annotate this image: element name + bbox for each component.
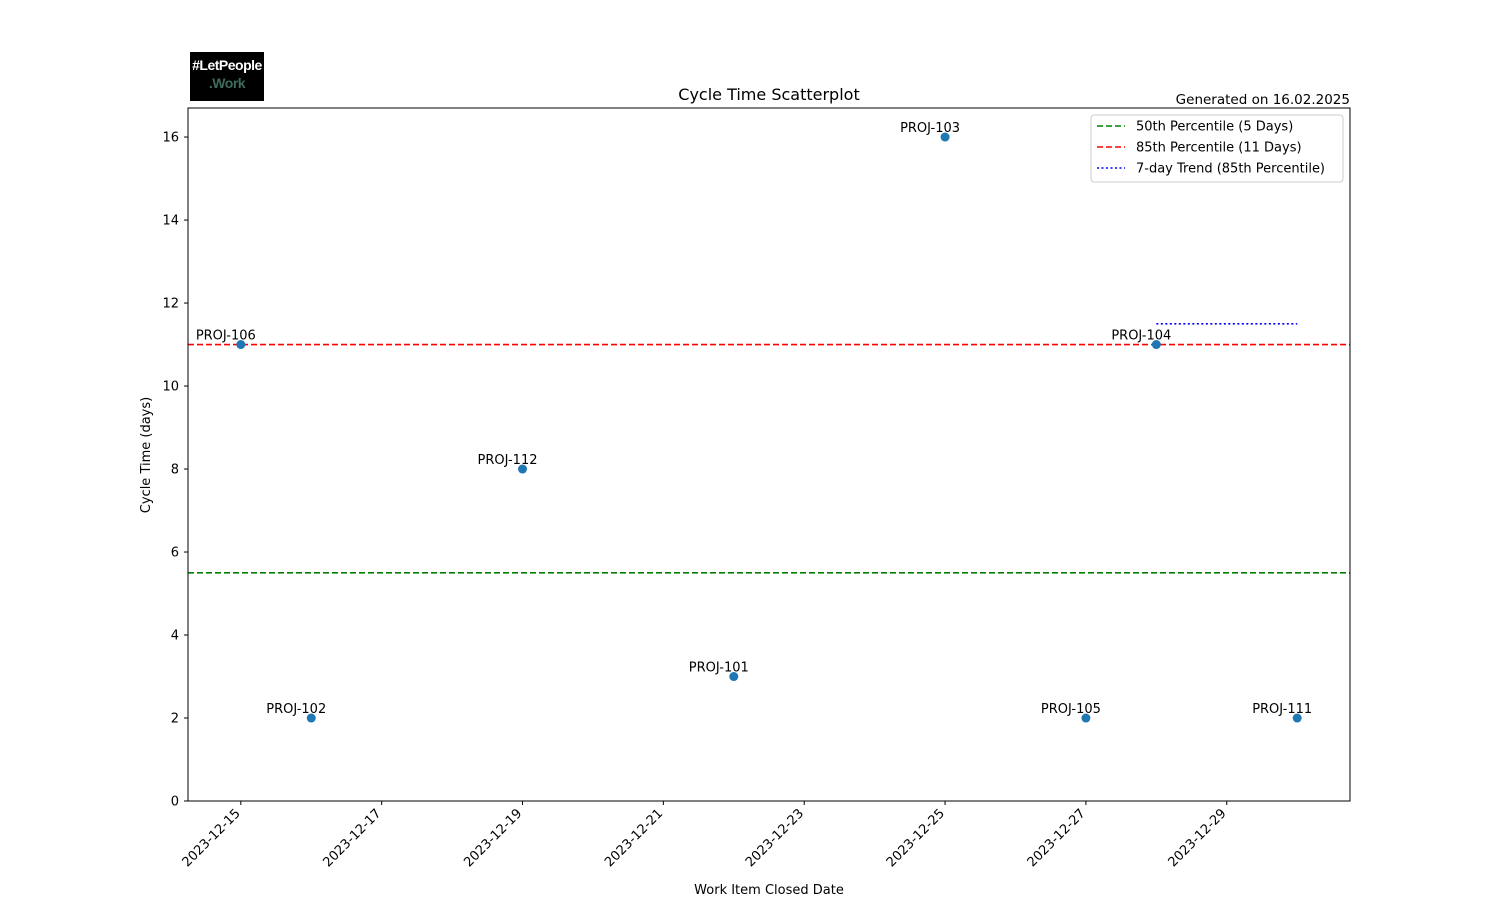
x-tick-label: 2023-12-15 xyxy=(180,806,244,870)
letpeople-logo: #LetPeople .Work xyxy=(190,52,264,101)
point-label: PROJ-102 xyxy=(266,702,326,717)
y-tick-label: 10 xyxy=(162,380,179,395)
point-label: PROJ-101 xyxy=(689,661,749,676)
x-tick-label: 2023-12-27 xyxy=(1025,806,1089,870)
point-label: PROJ-103 xyxy=(900,121,960,136)
point-label: PROJ-112 xyxy=(478,453,538,468)
y-axis-label: Cycle Time (days) xyxy=(139,397,154,513)
legend-label: 85th Percentile (11 Days) xyxy=(1136,141,1302,156)
logo-line-1: #LetPeople xyxy=(192,57,262,73)
point-label: PROJ-111 xyxy=(1252,702,1312,717)
chart-marks: 0 2 4 6 8 10 12 14 16 2023-12-15 2023-12-17 2023-12… xyxy=(162,121,1350,870)
legend-box xyxy=(1090,114,1344,183)
x-axis-label: Work Item Closed Date xyxy=(694,883,844,898)
x-tick-label: 2023-12-25 xyxy=(884,806,948,870)
x-tick-label: 2023-12-21 xyxy=(602,806,666,870)
point-label: PROJ-105 xyxy=(1041,702,1101,717)
y-tick-label: 2 xyxy=(171,712,179,727)
data-point xyxy=(729,672,739,682)
generated-date: Generated on 16.02.2025 xyxy=(1175,92,1350,108)
y-tick-label: 8 xyxy=(171,463,179,478)
legend-label: 7-day Trend (85th Percentile) xyxy=(1136,162,1325,177)
data-point xyxy=(236,340,246,350)
legend-label: 50th Percentile (5 Days) xyxy=(1136,120,1293,135)
point-label: PROJ-104 xyxy=(1111,329,1171,344)
data-point xyxy=(940,132,950,142)
data-point xyxy=(1081,713,1091,723)
data-point xyxy=(306,713,316,723)
data-point xyxy=(1292,713,1302,723)
x-tick-label: 2023-12-19 xyxy=(461,806,525,870)
data-point xyxy=(518,464,528,474)
y-tick-label: 6 xyxy=(171,546,179,561)
x-tick-label: 2023-12-17 xyxy=(320,806,384,870)
x-tick-label: 2023-12-29 xyxy=(1166,806,1230,870)
data-point xyxy=(1151,340,1161,350)
legend: 50th Percentile (5 Days) 85th Percentile … xyxy=(1090,114,1344,183)
y-tick-label: 16 xyxy=(162,131,179,146)
y-tick-label: 12 xyxy=(162,297,179,312)
y-tick-label: 0 xyxy=(171,795,179,810)
logo-line-2: .Work xyxy=(208,75,246,91)
plot-frame xyxy=(187,107,1351,802)
y-tick-label: 4 xyxy=(171,629,179,644)
y-tick-label: 14 xyxy=(162,214,179,229)
chart-title: Cycle Time Scatterplot xyxy=(678,85,859,104)
point-label: PROJ-106 xyxy=(196,329,256,344)
x-tick-label: 2023-12-23 xyxy=(743,806,807,870)
